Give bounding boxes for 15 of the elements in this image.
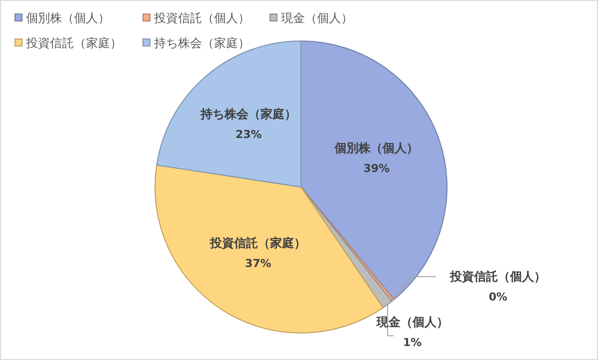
- slice-label: 投資信託（個人）: [449, 270, 546, 284]
- legend-label: 現金（個人）: [281, 11, 353, 25]
- data-label: 37%: [245, 256, 272, 270]
- slice-label: 持ち株会（家庭）: [200, 107, 297, 122]
- slice-label: 投資信託（家庭）: [209, 236, 306, 250]
- legend-label: 投資信託（家庭）: [25, 36, 122, 50]
- data-label: 0%: [488, 290, 508, 304]
- data-label: 23%: [235, 128, 262, 142]
- slice-label: 現金（個人）: [375, 314, 448, 329]
- slice-label: 個別株（個人）: [334, 140, 419, 155]
- legend-label: 個別株（個人）: [26, 11, 110, 25]
- legend-label: 持ち株会（家庭）: [154, 36, 250, 50]
- data-label: 39%: [363, 162, 390, 175]
- data-label: 1%: [403, 336, 422, 349]
- legend-label: 投資信託（個人）: [153, 11, 250, 25]
